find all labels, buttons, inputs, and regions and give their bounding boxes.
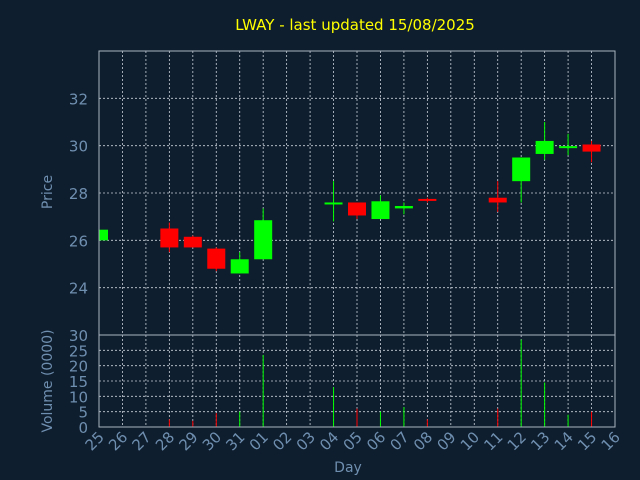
- x-tick-label: 16: [598, 428, 624, 454]
- candle-body: [348, 202, 366, 216]
- volume-tick-label: 10: [69, 388, 88, 406]
- candle: [207, 247, 226, 272]
- candle: [160, 222, 179, 253]
- candle-body: [512, 157, 531, 182]
- x-tick-label: 11: [480, 428, 506, 454]
- x-tick-label: 08: [410, 428, 436, 454]
- volume-tick-label: 15: [69, 373, 88, 391]
- candle: [230, 252, 249, 274]
- candle: [371, 195, 390, 220]
- candle-body: [559, 146, 578, 149]
- candle: [418, 197, 437, 203]
- x-tick-label: 06: [363, 428, 389, 454]
- x-tick-label: 27: [129, 428, 155, 454]
- candle-body: [99, 229, 108, 241]
- candle: [512, 157, 531, 203]
- x-tick-label: 10: [457, 428, 483, 454]
- candle: [98, 228, 108, 241]
- x-tick-label: 15: [574, 428, 600, 454]
- x-tick-label: 02: [269, 428, 295, 454]
- price-grid: [99, 51, 615, 335]
- x-tick-label: 13: [527, 428, 553, 454]
- price-axis-label: Price: [40, 175, 56, 209]
- volume-tick-label: 0: [78, 419, 88, 437]
- candle-body: [254, 220, 273, 260]
- x-tick-label: 14: [551, 428, 577, 454]
- candle-body: [394, 206, 413, 209]
- x-tick-label: 09: [433, 428, 459, 454]
- volume-tick-label: 25: [69, 342, 88, 360]
- price-tick-label: 28: [69, 185, 88, 203]
- candle-body: [418, 198, 437, 201]
- candle-body: [535, 140, 554, 154]
- x-tick-label: 30: [199, 428, 225, 454]
- x-tick-label: 05: [340, 428, 366, 454]
- candle: [559, 133, 578, 156]
- candles: [98, 122, 601, 274]
- candle: [254, 208, 273, 260]
- x-tick-label: 03: [293, 428, 319, 454]
- candle: [324, 181, 343, 222]
- x-tick-label: 01: [246, 428, 272, 454]
- candle: [394, 202, 413, 215]
- candle-body: [324, 202, 343, 205]
- volume-tick-label: 20: [69, 358, 88, 376]
- volume-tick-label: 30: [69, 327, 88, 345]
- candle: [582, 140, 601, 163]
- price-tick-label: 26: [69, 232, 88, 250]
- candle-body: [488, 197, 507, 203]
- price-tick-label: 32: [69, 90, 88, 108]
- volume-axis-label: Volume (0000): [40, 329, 56, 432]
- x-tick-label: 12: [504, 428, 530, 454]
- price-tick-label: 30: [69, 138, 88, 156]
- volume-bars: [168, 339, 593, 427]
- x-axis-label: Day: [334, 460, 362, 476]
- candle: [488, 181, 507, 212]
- candle: [535, 122, 554, 160]
- x-tick-label: 31: [222, 428, 248, 454]
- candle-body: [582, 144, 601, 152]
- candle-body: [230, 259, 249, 274]
- x-tick-label: 29: [175, 428, 201, 454]
- x-tick-label: 07: [387, 428, 413, 454]
- x-tick-label: 26: [105, 428, 131, 454]
- price-tick-label: 24: [69, 280, 88, 298]
- volume-panel-frame: [98, 334, 616, 428]
- chart-title: LWAY - last updated 15/08/2025: [235, 16, 475, 34]
- x-tick-labels: 2526272829303101020304050607080910111213…: [82, 428, 624, 454]
- price-tick-labels: 24 26 28 30 32: [69, 90, 88, 297]
- candle: [183, 235, 202, 248]
- candle-body: [160, 228, 179, 248]
- candle-body: [207, 248, 226, 269]
- x-tick-label: 04: [316, 428, 342, 454]
- candle-body: [371, 201, 390, 220]
- candle-body: [183, 236, 202, 248]
- x-tick-label: 28: [152, 428, 178, 454]
- volume-tick-label: 5: [78, 404, 88, 422]
- candle: [348, 202, 366, 220]
